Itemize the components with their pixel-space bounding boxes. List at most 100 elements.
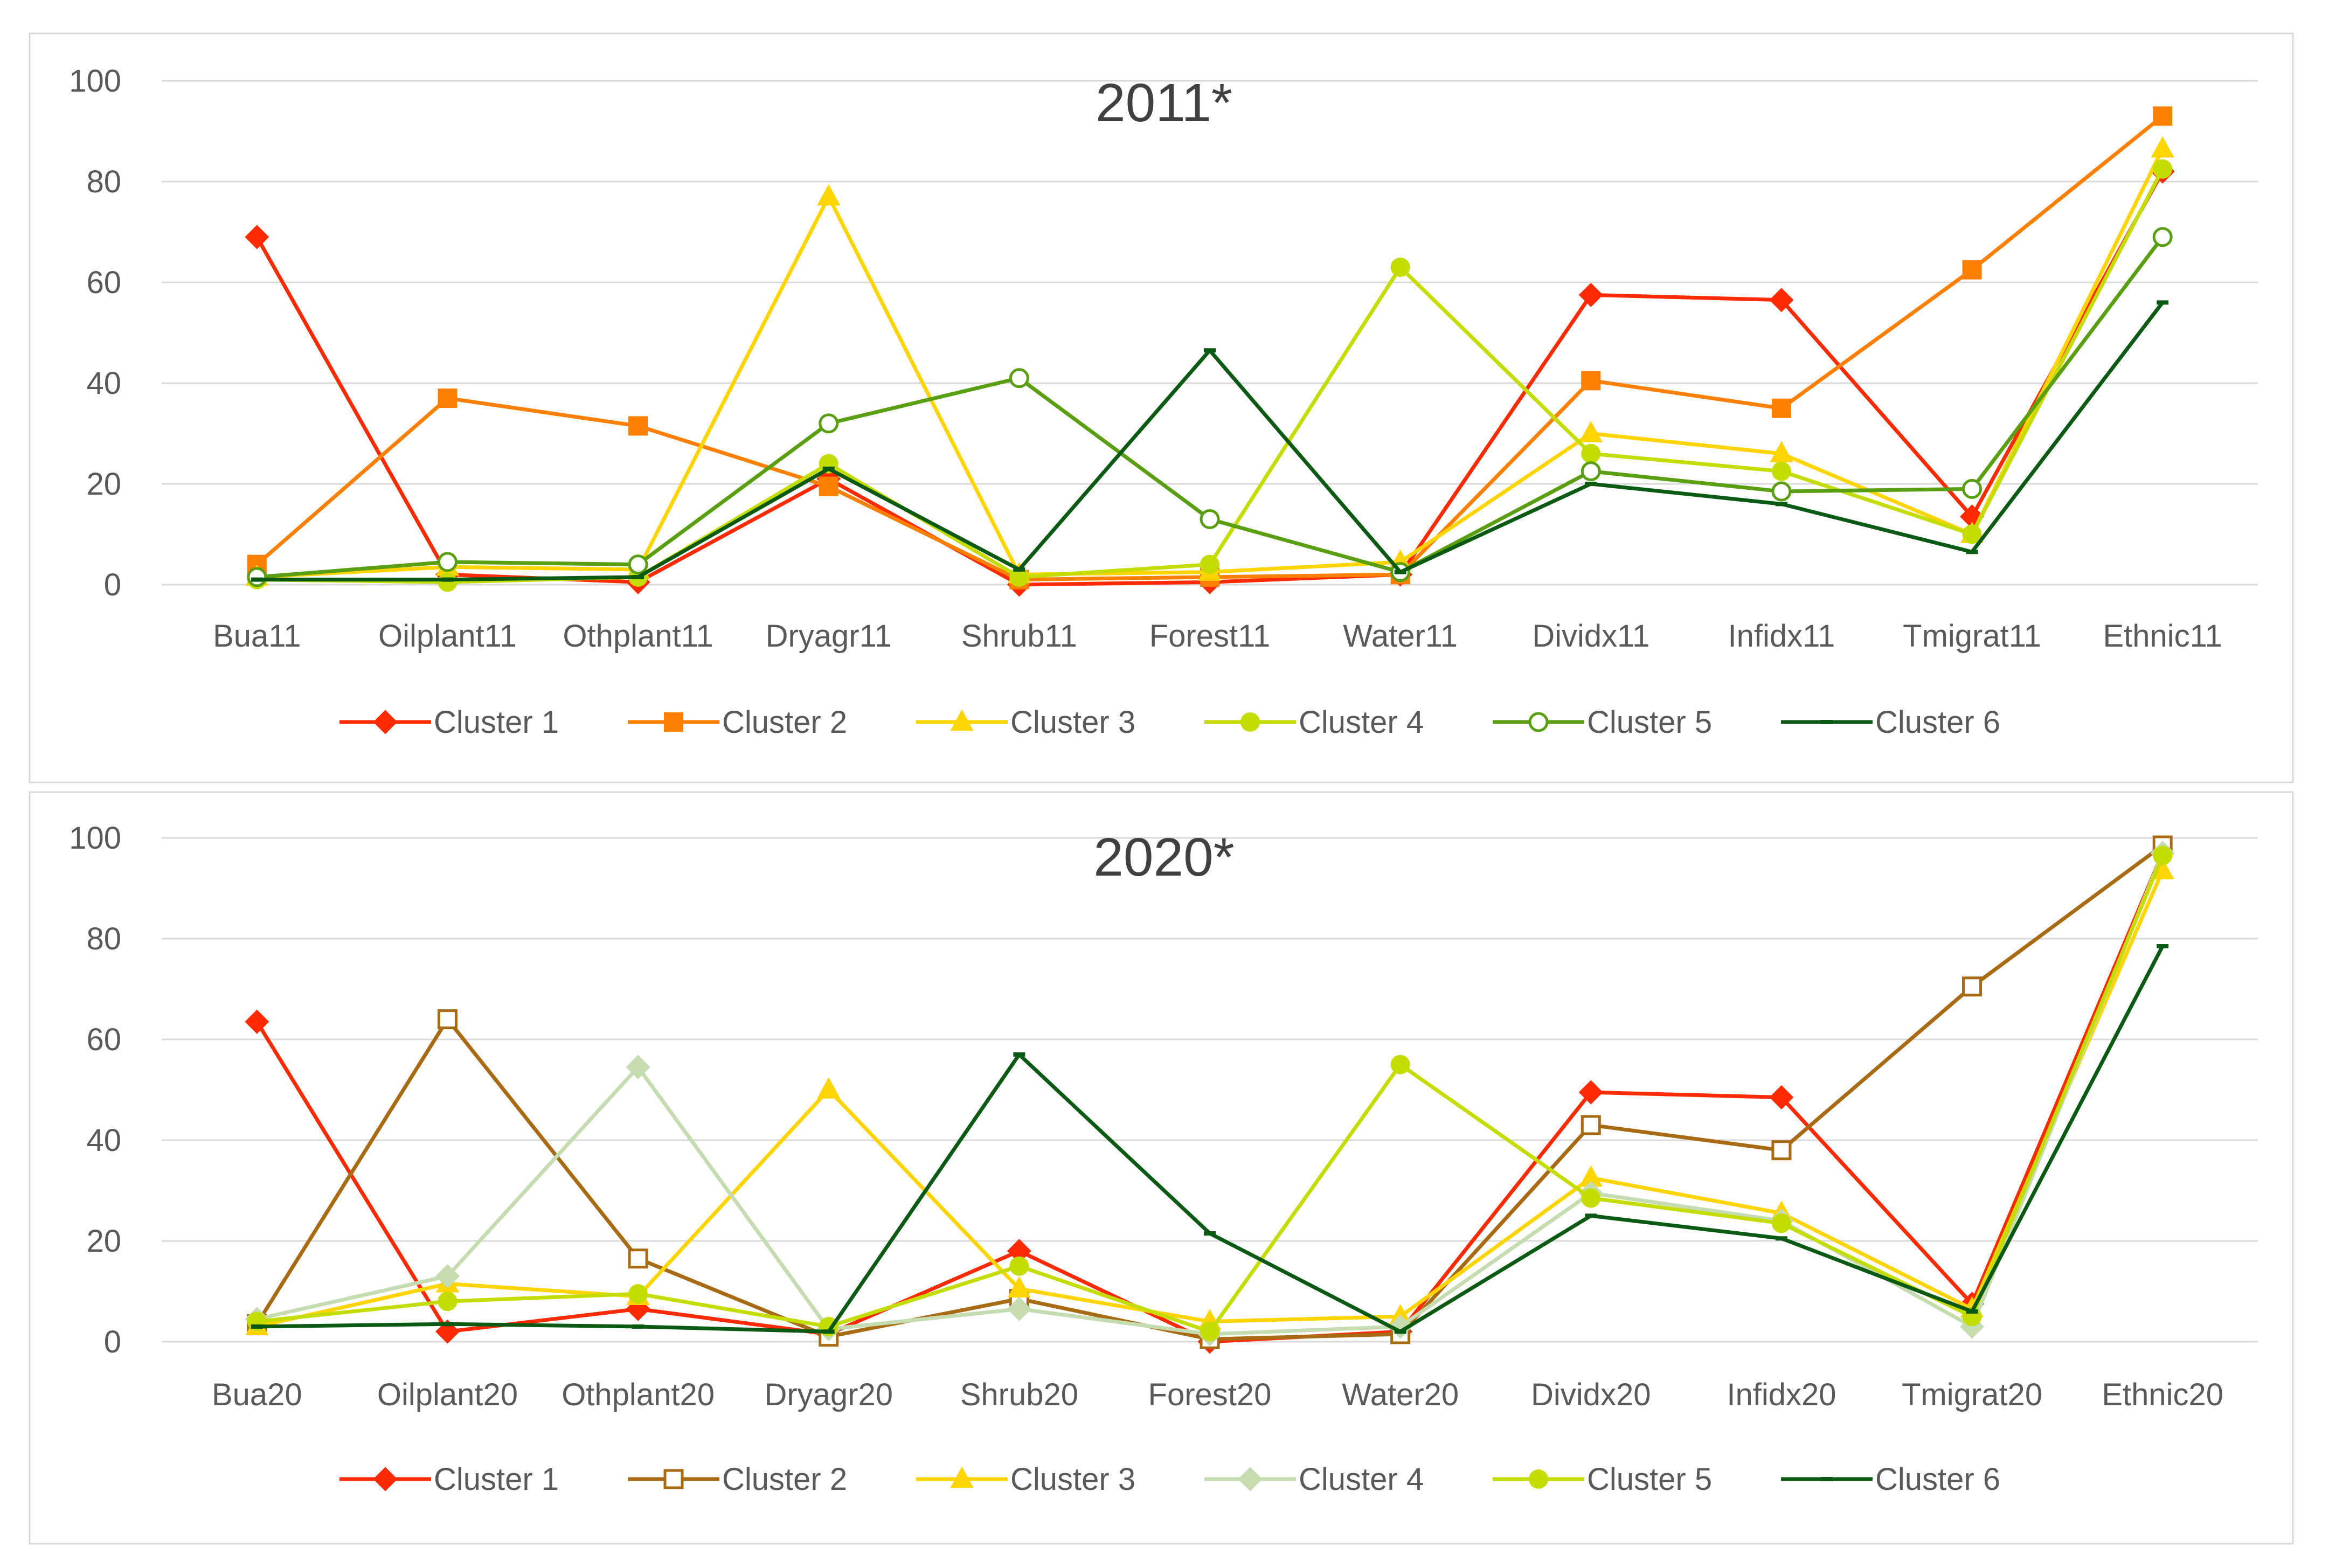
data-point bbox=[1009, 567, 1029, 587]
data-point bbox=[1581, 1115, 1601, 1135]
data-point bbox=[245, 1009, 269, 1034]
chart-frame bbox=[29, 791, 2294, 1545]
data-point bbox=[1771, 1140, 1792, 1161]
data-point bbox=[822, 1329, 835, 1334]
data-point bbox=[2153, 106, 2173, 126]
legend-entry: Cluster 5 bbox=[1493, 1462, 1712, 1497]
series-6 bbox=[251, 300, 2169, 582]
x-tick-label: Tmigrat20 bbox=[1902, 1377, 2042, 1412]
x-tick-label: Dryagr20 bbox=[764, 1377, 893, 1412]
data-point bbox=[1009, 368, 1029, 388]
x-tick-label: Water11 bbox=[1343, 619, 1458, 654]
data-point bbox=[2151, 136, 2174, 158]
legend-label: Cluster 4 bbox=[1299, 705, 1424, 740]
legend-swatch-marker bbox=[373, 710, 398, 734]
legend-swatch-marker bbox=[1821, 720, 1833, 724]
legend-label: Cluster 6 bbox=[1875, 1462, 2000, 1497]
data-point bbox=[1394, 1329, 1406, 1334]
data-point bbox=[1007, 1239, 1031, 1264]
data-point bbox=[1578, 1080, 1603, 1105]
x-tick-label: Dividx11 bbox=[1532, 619, 1649, 654]
data-point bbox=[245, 225, 269, 249]
x-tick-label: Shrub20 bbox=[960, 1377, 1078, 1412]
legend-entry: Cluster 3 bbox=[916, 1462, 1135, 1497]
data-point bbox=[1581, 371, 1601, 391]
legend-swatch-marker bbox=[663, 1469, 684, 1489]
y-tick-label: 80 bbox=[86, 164, 121, 199]
data-point bbox=[1581, 1188, 1601, 1208]
y-tick-label: 40 bbox=[86, 1123, 121, 1158]
x-tick-label: Ethnic11 bbox=[2103, 619, 2222, 654]
data-point bbox=[2153, 159, 2173, 179]
legend-entry: Cluster 1 bbox=[339, 705, 559, 740]
data-point bbox=[1009, 1256, 1029, 1276]
data-point bbox=[628, 416, 648, 436]
data-point bbox=[628, 1284, 648, 1304]
data-point bbox=[1775, 1236, 1787, 1241]
data-point bbox=[822, 466, 835, 471]
data-point bbox=[1581, 443, 1601, 463]
data-point bbox=[628, 554, 648, 575]
y-tick-label: 20 bbox=[86, 1224, 121, 1259]
data-point bbox=[1013, 1052, 1025, 1057]
x-tick-label: Othplant20 bbox=[562, 1377, 715, 1412]
data-point bbox=[1769, 1085, 1794, 1110]
x-tick-label: Ethnic20 bbox=[2102, 1377, 2223, 1412]
legend-entry: Cluster 4 bbox=[1204, 1462, 1424, 1497]
legend-entry: Cluster 6 bbox=[1781, 705, 2000, 740]
chart-title: 2011* bbox=[1096, 73, 1232, 133]
legend-swatch-marker bbox=[1528, 712, 1549, 732]
data-point bbox=[1390, 1054, 1410, 1074]
legend-swatch-marker bbox=[664, 712, 683, 732]
data-point bbox=[437, 1009, 458, 1030]
data-point bbox=[2157, 944, 2169, 949]
legend-label: Cluster 6 bbox=[1875, 705, 2000, 740]
y-tick-label: 0 bbox=[104, 1324, 121, 1359]
legend-label: Cluster 5 bbox=[1587, 1462, 1712, 1497]
legend-label: Cluster 4 bbox=[1299, 1462, 1424, 1497]
series-6 bbox=[251, 944, 2169, 1334]
legend-swatch-marker bbox=[1238, 1467, 1263, 1491]
y-tick-label: 80 bbox=[86, 921, 121, 956]
y-tick-label: 20 bbox=[86, 467, 121, 502]
data-point bbox=[1585, 1213, 1597, 1218]
data-point bbox=[1962, 260, 1982, 280]
data-point bbox=[1390, 257, 1410, 277]
data-point bbox=[438, 388, 458, 408]
data-point bbox=[441, 577, 454, 582]
data-point bbox=[1962, 524, 1982, 544]
data-point bbox=[1769, 288, 1794, 313]
data-point bbox=[435, 1264, 460, 1288]
data-point bbox=[1770, 441, 1793, 463]
data-point bbox=[1200, 509, 1220, 529]
legend-swatch-marker bbox=[373, 1467, 398, 1491]
y-tick-label: 0 bbox=[104, 567, 121, 602]
chart-0: 0 20 40 60 80 100 2011* Bua11 Oilplant11 Othplant… bbox=[29, 32, 2294, 783]
legend-label: Cluster 2 bbox=[722, 705, 847, 740]
data-point bbox=[1771, 398, 1791, 418]
data-point bbox=[819, 476, 838, 496]
legend-entry: Cluster 5 bbox=[1493, 705, 1712, 740]
y-tick-label: 60 bbox=[86, 265, 121, 300]
x-tick-label: Oilplant20 bbox=[377, 1377, 518, 1412]
data-point bbox=[251, 577, 263, 582]
legend-swatch-marker bbox=[1821, 1477, 1833, 1481]
data-point bbox=[1966, 1309, 1978, 1314]
legend-swatch-marker bbox=[1529, 1469, 1548, 1489]
data-point bbox=[1388, 1314, 1413, 1339]
legend-label: Cluster 3 bbox=[1010, 705, 1135, 740]
legend-entry: Cluster 6 bbox=[1781, 1462, 2000, 1497]
data-point bbox=[1962, 976, 1983, 997]
data-point bbox=[1578, 282, 1603, 307]
data-point bbox=[437, 552, 458, 572]
data-point bbox=[2152, 227, 2173, 247]
legend-entry: Cluster 2 bbox=[628, 1462, 847, 1497]
x-tick-label: Forest20 bbox=[1148, 1377, 1272, 1412]
legend-entry: Cluster 1 bbox=[339, 1462, 559, 1497]
data-point bbox=[1771, 1213, 1791, 1233]
x-tick-label: Tmigrat11 bbox=[1903, 619, 2041, 654]
chart-title: 2020* bbox=[1093, 827, 1234, 887]
data-point bbox=[1962, 478, 1983, 499]
data-point bbox=[1579, 1165, 1603, 1187]
